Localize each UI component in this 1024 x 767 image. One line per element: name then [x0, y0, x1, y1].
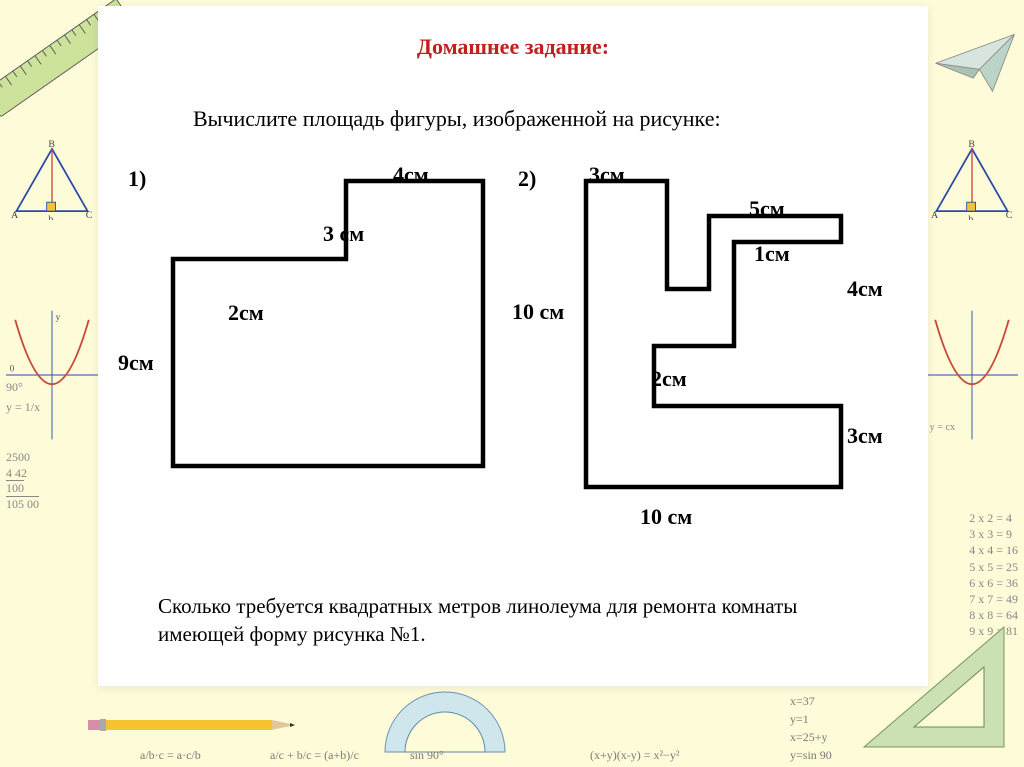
shape2-dim-label: 4см — [847, 276, 883, 302]
formula-90: 90° — [6, 380, 23, 395]
shape2-dim-label: 10 см — [640, 504, 692, 530]
protractor-decor — [380, 687, 510, 757]
shape1-dim-label: 4см — [393, 162, 429, 188]
svg-text:A: A — [931, 210, 938, 220]
followup-question: Сколько требуется квадратных метров лино… — [158, 592, 858, 649]
svg-text:b: b — [48, 214, 53, 220]
pencil-decor — [80, 718, 300, 732]
svg-text:B: B — [48, 140, 55, 150]
shape-2-polygon — [586, 181, 841, 487]
svg-text:A: A — [11, 210, 18, 220]
parabola-right: y = cx — [926, 310, 1018, 440]
bottom-formula: a/b·c = a·c/b — [140, 748, 201, 763]
shape2-dim-label: 10 см — [512, 299, 564, 325]
bottom-formula: sin 90° — [410, 748, 444, 763]
shape2-dim-label: 3см — [847, 423, 883, 449]
svg-text:y: y — [56, 312, 61, 322]
parabola-left: y 0 — [6, 310, 98, 440]
bottom-formula: (x+y)(x-y) = x²−y² — [590, 748, 679, 763]
svg-text:0: 0 — [10, 363, 15, 373]
shape2-dim-label: 1см — [754, 241, 790, 267]
svg-text:b: b — [968, 214, 973, 220]
formula-y1x: y = 1/x — [6, 400, 40, 415]
bottom-formula: x=25+y — [790, 730, 828, 745]
shape2-dim-label: 2см — [651, 366, 687, 392]
shape1-dim-label: 9см — [118, 350, 154, 376]
bottom-formula: a/c + b/c = (a+b)/c — [270, 748, 359, 763]
bottom-formula: x=37 — [790, 694, 815, 709]
shape2-dim-label: 5см — [749, 196, 785, 222]
svg-text:B: B — [968, 140, 975, 150]
formula-nums: 2500 4 42 100 105 00 — [6, 450, 39, 512]
svg-text:y = cx: y = cx — [930, 422, 955, 433]
bottom-formula: y=sin 90 — [790, 748, 832, 763]
triangle-diagram-right: A C B b — [926, 140, 1018, 220]
shapes-svg — [98, 6, 928, 686]
shape1-dim-label: 3 см — [323, 221, 364, 247]
svg-text:C: C — [1006, 210, 1013, 220]
paper-plane-decor — [930, 30, 1020, 100]
svg-text:C: C — [86, 210, 93, 220]
shape1-dim-label: 2см — [228, 300, 264, 326]
triangle-diagram-left: A C B b — [6, 140, 98, 220]
worksheet-page: Домашнее задание: Вычислите площадь фигу… — [98, 6, 928, 686]
shape2-dim-label: 3см — [589, 162, 625, 188]
bottom-formula: y=1 — [790, 712, 809, 727]
